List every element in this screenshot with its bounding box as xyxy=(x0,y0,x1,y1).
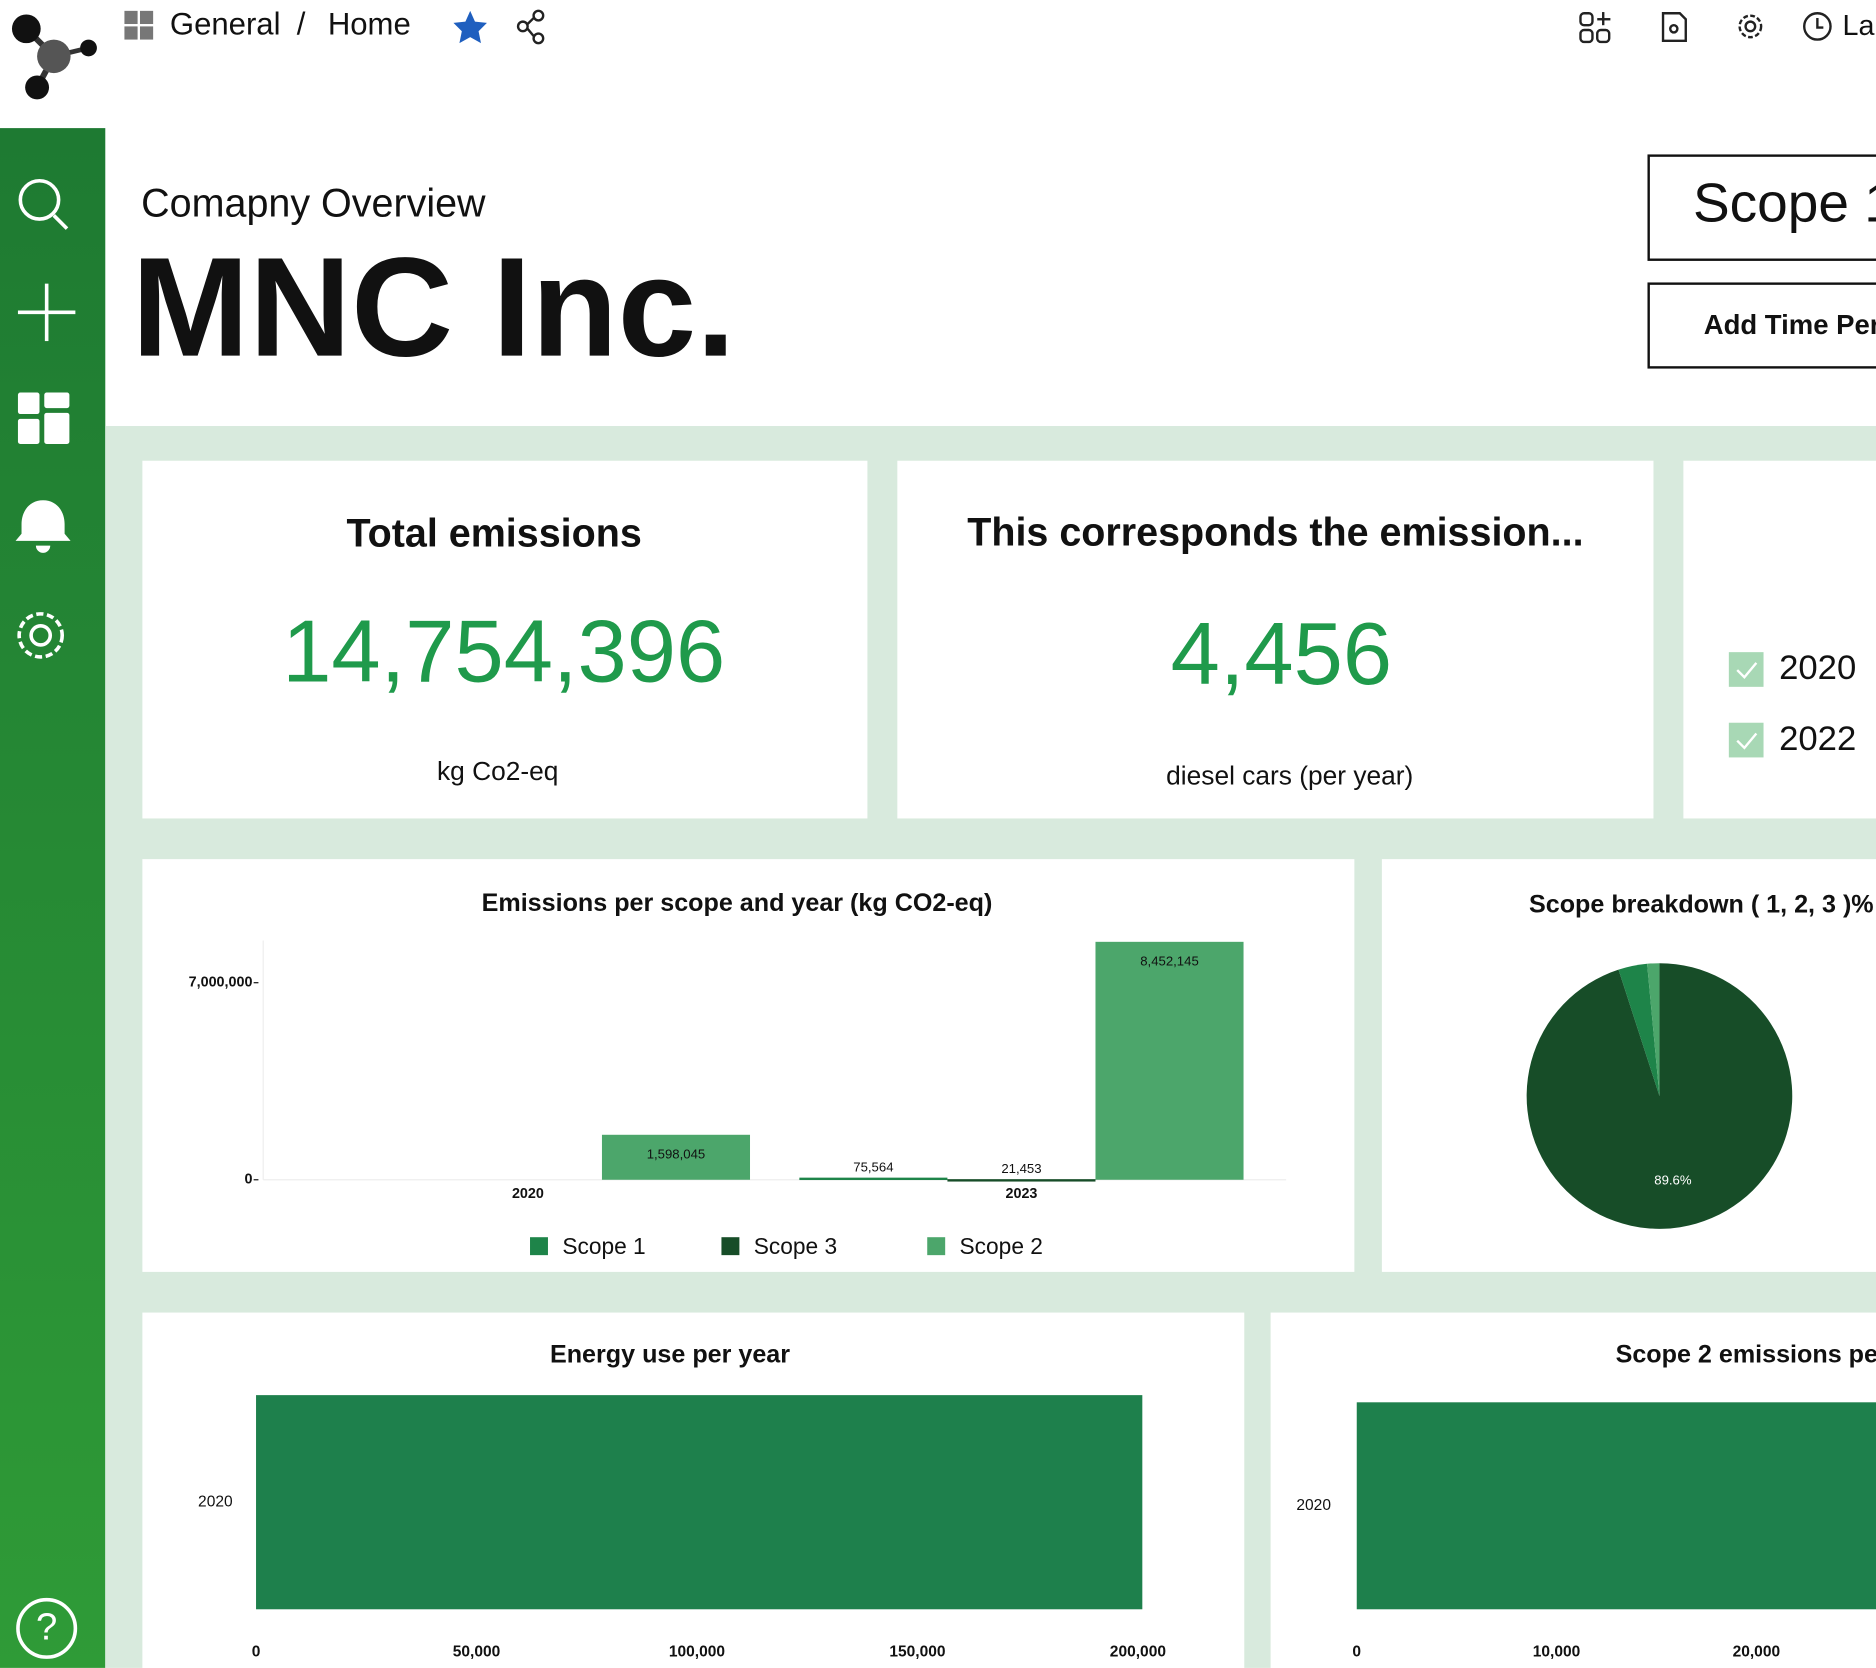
alerts-icon[interactable] xyxy=(15,500,71,553)
y-tick-label: 2020 xyxy=(198,1493,233,1510)
year-checkbox[interactable]: 2022 xyxy=(1728,720,1856,758)
x-tick-label: 100,000 xyxy=(669,1643,726,1660)
x-tick-label: 20,000 xyxy=(1733,1643,1781,1660)
year-checkbox[interactable]: 2020 xyxy=(1728,649,1856,687)
bar xyxy=(947,1179,1096,1182)
kpi-unit: kg Co2-eq xyxy=(437,756,558,786)
scope-button[interactable] xyxy=(1647,154,1876,261)
x-tick-label: 2023 xyxy=(1005,1186,1037,1202)
legend-swatch xyxy=(927,1237,946,1256)
pie-slice xyxy=(1647,963,1660,1097)
charts: Emissions per scope and year (kg CO2-eq)… xyxy=(189,889,1876,1660)
dashboards-icon[interactable] xyxy=(17,392,70,444)
x-tick-label: 150,000 xyxy=(889,1643,946,1660)
chart-title: Emissions per scope and year (kg CO2-eq) xyxy=(482,889,993,917)
page-subtitle: Comapny Overview xyxy=(141,181,486,225)
y-tick-label: 2020 xyxy=(1296,1497,1331,1514)
logo[interactable] xyxy=(11,14,97,100)
bar xyxy=(1095,941,1244,1180)
add-panel-icon[interactable] xyxy=(1579,12,1611,44)
x-tick-label: 10,000 xyxy=(1533,1643,1581,1660)
time-period-label[interactable]: Add Time Per xyxy=(1704,309,1876,340)
chart-title: Scope breakdown ( 1, 2, 3 )% xyxy=(1529,890,1874,918)
legend-swatch xyxy=(721,1237,740,1256)
add-icon[interactable] xyxy=(17,283,76,342)
sidebar xyxy=(0,128,106,1668)
bar xyxy=(256,1395,1143,1610)
time-period-button[interactable] xyxy=(1647,282,1876,369)
y-tick-label: 0 xyxy=(244,1172,252,1188)
value-label: 1,598,045 xyxy=(647,1147,706,1162)
x-tick-label: 0 xyxy=(252,1643,261,1660)
kpi-value: 4,456 xyxy=(1171,604,1393,703)
bar xyxy=(1356,1402,1876,1610)
year-label[interactable]: 2022 xyxy=(1779,720,1856,758)
filter-card xyxy=(1683,460,1876,819)
legend-swatch xyxy=(530,1237,548,1256)
bar xyxy=(799,1177,948,1181)
year-label[interactable]: 2020 xyxy=(1779,649,1856,687)
y-tick-label: 7,000,000 xyxy=(189,975,253,991)
x-tick-label: 200,000 xyxy=(1110,1643,1167,1660)
breadcrumb-item[interactable]: General xyxy=(170,7,281,42)
help-glyph: ? xyxy=(36,1606,57,1649)
kpi-value: 14,754,396 xyxy=(282,602,725,701)
kpi-card xyxy=(142,460,868,819)
chart-title: Scope 2 emissions pe xyxy=(1616,1340,1876,1368)
scope-button-label[interactable]: Scope 1 xyxy=(1693,172,1876,234)
dashboard-icon xyxy=(124,10,154,40)
x-tick-label: 2020 xyxy=(512,1186,544,1202)
legend-label: Scope 2 xyxy=(960,1233,1043,1259)
breadcrumb-separator: / xyxy=(297,7,306,42)
value-label: 8,452,145 xyxy=(1140,954,1199,969)
kpi-card xyxy=(897,460,1654,819)
kpi-unit: diesel cars (per year) xyxy=(1166,761,1413,791)
search-icon[interactable] xyxy=(18,178,69,230)
slice-label: 89.6% xyxy=(1654,1173,1692,1188)
kpi-title: Total emissions xyxy=(346,512,641,556)
settings-icon[interactable] xyxy=(1738,14,1763,39)
time-label[interactable]: La xyxy=(1843,10,1875,42)
bar xyxy=(601,1134,751,1180)
page-title: MNC Inc. xyxy=(132,228,736,386)
time-picker[interactable]: La xyxy=(1803,10,1875,42)
kpi-title: This corresponds the emission... xyxy=(967,510,1583,554)
settings-icon[interactable] xyxy=(17,612,65,659)
help-icon[interactable] xyxy=(16,1597,78,1659)
x-tick-label: 0 xyxy=(1352,1643,1361,1660)
x-tick-label: 50,000 xyxy=(453,1643,501,1660)
share-icon[interactable] xyxy=(516,9,545,45)
legend-label: Scope 3 xyxy=(754,1233,837,1259)
save-icon[interactable] xyxy=(1661,12,1687,42)
value-label: 75,564 xyxy=(853,1160,893,1175)
breadcrumb-item[interactable]: Home xyxy=(328,7,411,42)
chart-title: Energy use per year xyxy=(550,1340,790,1368)
legend-label: Scope 1 xyxy=(562,1233,645,1259)
pie-slice xyxy=(1526,963,1793,1229)
star-icon[interactable] xyxy=(453,10,487,44)
pie-slice xyxy=(1618,963,1660,1097)
value-label: 21,453 xyxy=(1001,1161,1041,1176)
